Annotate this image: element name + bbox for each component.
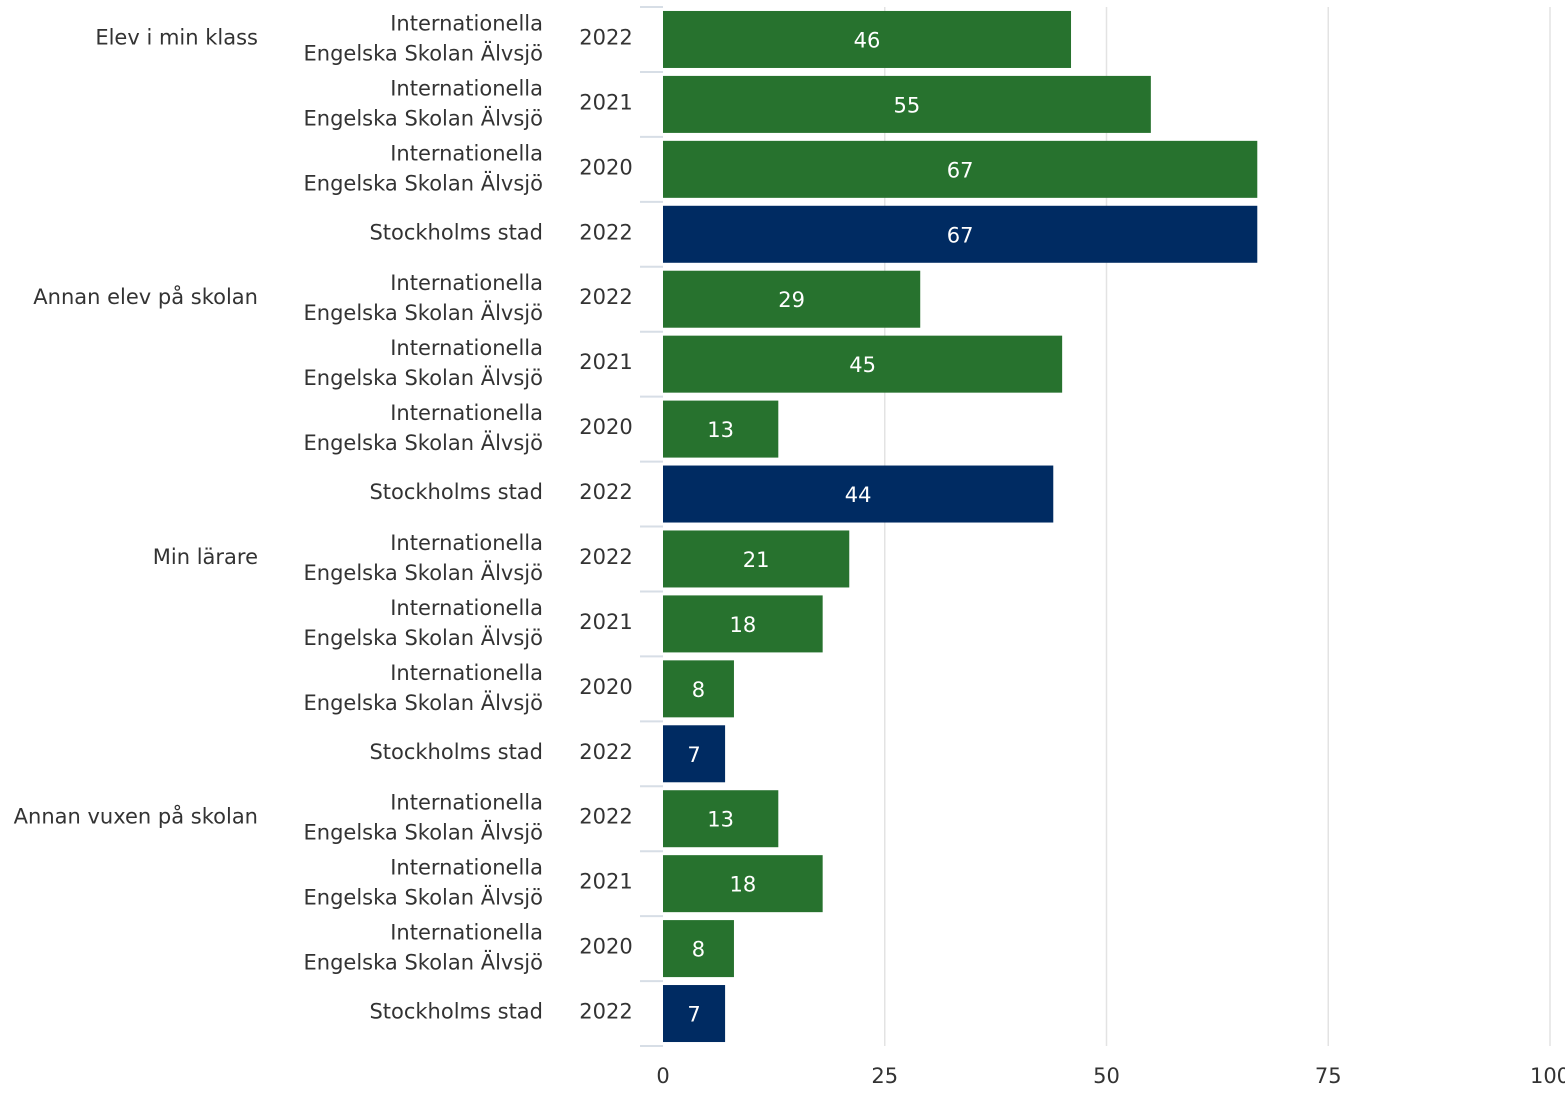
entity-label: Internationella (390, 11, 543, 35)
bar (663, 530, 850, 588)
bar (663, 75, 1151, 133)
bar-value-label: 13 (707, 418, 734, 442)
entity-label: Engelska Skolan Älvsjö (304, 430, 543, 455)
bar-value-label: 18 (729, 873, 756, 897)
bar (663, 725, 726, 783)
year-label: 2021 (579, 90, 632, 114)
entity-label: Engelska Skolan Älvsjö (304, 170, 543, 195)
year-label: 2020 (579, 935, 632, 959)
entity-label: Internationella (390, 661, 543, 685)
bar-value-label: 44 (845, 483, 872, 507)
entity-label: Engelska Skolan Älvsjö (304, 40, 543, 65)
entity-label: Stockholms stad (369, 220, 543, 244)
year-label: 2022 (579, 805, 632, 829)
entity-label: Engelska Skolan Älvsjö (304, 950, 543, 975)
entity-label: Internationella (390, 531, 543, 555)
entity-label: Internationella (390, 336, 543, 360)
bar-value-label: 7 (687, 1003, 700, 1027)
year-label: 2022 (579, 220, 632, 244)
bar-value-label: 67 (947, 158, 974, 182)
entity-label: Engelska Skolan Älvsjö (304, 625, 543, 650)
year-label: 2022 (579, 480, 632, 504)
bar (663, 270, 921, 328)
bar-value-label: 55 (894, 93, 921, 117)
bar-value-label: 18 (729, 613, 756, 637)
year-label: 2020 (579, 155, 632, 179)
entity-label: Engelska Skolan Älvsjö (304, 105, 543, 130)
bar (663, 465, 1054, 523)
bar (663, 140, 1258, 198)
bar-value-label: 7 (687, 743, 700, 767)
bar (663, 205, 1258, 263)
bar (663, 660, 734, 718)
entity-label: Engelska Skolan Älvsjö (304, 560, 543, 585)
group-label: Elev i min klass (95, 25, 258, 49)
bar (663, 855, 823, 913)
bar (663, 595, 823, 653)
entity-label: Internationella (390, 596, 543, 620)
entity-label: Internationella (390, 921, 543, 945)
bar (663, 335, 1063, 393)
year-label: 2021 (579, 870, 632, 894)
x-tick-label: 0 (656, 1064, 669, 1088)
bar-value-label: 13 (707, 808, 734, 832)
entity-label: Internationella (390, 141, 543, 165)
entity-label: Stockholms stad (369, 1000, 543, 1024)
group-label: Annan elev på skolan (33, 284, 258, 309)
bar (663, 790, 779, 848)
x-tick-label: 25 (871, 1064, 898, 1088)
year-label: 2020 (579, 675, 632, 699)
x-tick-label: 100 (1530, 1064, 1565, 1088)
year-label: 2022 (579, 285, 632, 309)
entity-label: Internationella (390, 401, 543, 425)
year-label: 2022 (579, 25, 632, 49)
bar-value-label: 21 (743, 548, 770, 572)
group-label: Annan vuxen på skolan (14, 804, 258, 829)
x-tick-label: 50 (1093, 1064, 1120, 1088)
entity-label: Internationella (390, 271, 543, 295)
entity-label: Internationella (390, 856, 543, 880)
entity-label: Engelska Skolan Älvsjö (304, 690, 543, 715)
year-label: 2022 (579, 545, 632, 569)
year-label: 2022 (579, 740, 632, 764)
entity-label: Internationella (390, 76, 543, 100)
bar-value-label: 67 (947, 223, 974, 247)
entity-label: Stockholms stad (369, 740, 543, 764)
bar-value-label: 46 (854, 28, 881, 52)
group-label: Min lärare (153, 545, 258, 569)
year-label: 2022 (579, 1000, 632, 1024)
bar (663, 920, 734, 978)
bar-value-label: 8 (692, 938, 705, 962)
year-label: 2021 (579, 350, 632, 374)
year-label: 2021 (579, 610, 632, 634)
entity-label: Engelska Skolan Älvsjö (304, 300, 543, 325)
bar-value-label: 29 (778, 288, 805, 312)
entity-label: Engelska Skolan Älvsjö (304, 820, 543, 845)
bar (663, 985, 726, 1043)
entity-label: Stockholms stad (369, 480, 543, 504)
entity-label: Engelska Skolan Älvsjö (304, 365, 543, 390)
year-label: 2020 (579, 415, 632, 439)
bar-value-label: 8 (692, 678, 705, 702)
x-tick-label: 75 (1315, 1064, 1342, 1088)
bar (663, 10, 1072, 68)
entity-label: Engelska Skolan Älvsjö (304, 885, 543, 910)
bar (663, 400, 779, 458)
bar-value-label: 45 (849, 353, 876, 377)
entity-label: Internationella (390, 791, 543, 815)
